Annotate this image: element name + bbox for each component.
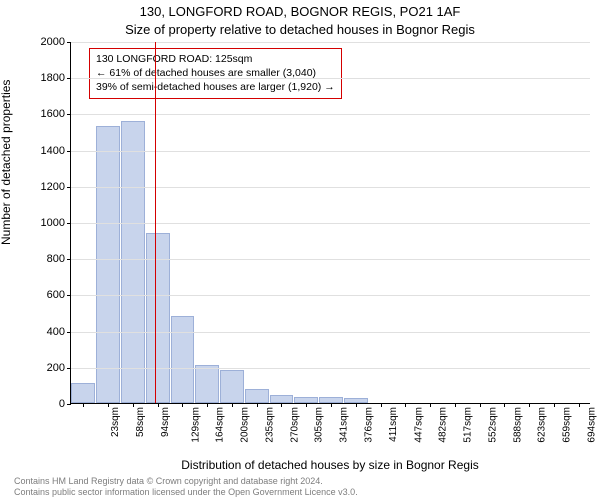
- xtick-mark: [529, 403, 530, 407]
- xtick-label: 482sqm: [438, 407, 449, 443]
- annotation-box: 130 LONGFORD ROAD: 125sqm ← 61% of detac…: [89, 48, 342, 99]
- xtick-label: 623sqm: [537, 407, 548, 443]
- xtick-label: 129sqm: [190, 407, 201, 443]
- xtick-label: 200sqm: [240, 407, 251, 443]
- histogram-bar: [245, 389, 269, 403]
- plot-area: 130 LONGFORD ROAD: 125sqm ← 61% of detac…: [70, 42, 590, 404]
- histogram-bar: [121, 121, 145, 403]
- footer-line-2: Contains public sector information licen…: [14, 487, 358, 497]
- xtick-mark: [356, 403, 357, 407]
- xtick-mark: [207, 403, 208, 407]
- xtick-label: 376sqm: [364, 407, 375, 443]
- xtick-mark: [83, 403, 84, 407]
- ytick-label: 2000: [41, 36, 65, 48]
- xtick-mark: [133, 403, 134, 407]
- ytick-mark: [67, 42, 71, 43]
- xtick-mark: [232, 403, 233, 407]
- histogram-bar: [96, 126, 120, 403]
- xtick-mark: [257, 403, 258, 407]
- histogram-bar: [195, 365, 219, 403]
- ytick-mark: [67, 151, 71, 152]
- ytick-mark: [67, 78, 71, 79]
- x-axis-label: Distribution of detached houses by size …: [70, 458, 590, 472]
- footer-line-1: Contains HM Land Registry data © Crown c…: [14, 476, 323, 486]
- chart-title-main: 130, LONGFORD ROAD, BOGNOR REGIS, PO21 1…: [0, 4, 600, 19]
- y-axis-label: Number of detached properties: [0, 80, 13, 245]
- xtick-mark: [158, 403, 159, 407]
- gridline: [71, 151, 590, 152]
- annotation-line-1: 130 LONGFORD ROAD: 125sqm: [96, 52, 335, 66]
- histogram-bar: [220, 370, 244, 403]
- gridline: [71, 332, 590, 333]
- xtick-mark: [405, 403, 406, 407]
- xtick-label: 588sqm: [512, 407, 523, 443]
- annotation-line-3: 39% of semi-detached houses are larger (…: [96, 80, 335, 94]
- gridline: [71, 42, 590, 43]
- histogram-bar: [270, 395, 294, 403]
- ytick-label: 200: [47, 362, 65, 374]
- xtick-label: 58sqm: [135, 407, 146, 437]
- xtick-mark: [430, 403, 431, 407]
- xtick-label: 235sqm: [265, 407, 276, 443]
- xtick-label: 411sqm: [388, 407, 399, 442]
- xtick-label: 659sqm: [562, 407, 573, 443]
- gridline: [71, 259, 590, 260]
- histogram-bar: [71, 383, 95, 403]
- ytick-label: 600: [47, 289, 65, 301]
- histogram-bar: [171, 316, 195, 403]
- gridline: [71, 187, 590, 188]
- xtick-mark: [455, 403, 456, 407]
- xtick-mark: [108, 403, 109, 407]
- ytick-label: 1400: [41, 145, 65, 157]
- ytick-label: 1600: [41, 108, 65, 120]
- ytick-mark: [67, 295, 71, 296]
- xtick-mark: [381, 403, 382, 407]
- property-marker-line: [155, 42, 156, 403]
- xtick-mark: [281, 403, 282, 407]
- xtick-mark: [182, 403, 183, 407]
- xtick-mark: [504, 403, 505, 407]
- ytick-mark: [67, 223, 71, 224]
- xtick-mark: [480, 403, 481, 407]
- ytick-label: 1800: [41, 72, 65, 84]
- xtick-label: 694sqm: [586, 407, 597, 443]
- ytick-mark: [67, 259, 71, 260]
- ytick-mark: [67, 332, 71, 333]
- xtick-label: 517sqm: [463, 407, 474, 443]
- xtick-label: 341sqm: [339, 407, 350, 443]
- xtick-label: 305sqm: [314, 407, 325, 443]
- gridline: [71, 368, 590, 369]
- ytick-label: 800: [47, 253, 65, 265]
- xtick-mark: [306, 403, 307, 407]
- ytick-label: 1000: [41, 217, 65, 229]
- gridline: [71, 78, 590, 79]
- ytick-mark: [67, 404, 71, 405]
- ytick-label: 400: [47, 326, 65, 338]
- xtick-label: 23sqm: [110, 407, 121, 437]
- ytick-mark: [67, 368, 71, 369]
- xtick-label: 164sqm: [215, 407, 226, 443]
- ytick-label: 1200: [41, 181, 65, 193]
- xtick-mark: [331, 403, 332, 407]
- gridline: [71, 114, 590, 115]
- xtick-mark: [579, 403, 580, 407]
- xtick-label: 552sqm: [487, 407, 498, 443]
- property-size-histogram: 130, LONGFORD ROAD, BOGNOR REGIS, PO21 1…: [0, 0, 600, 500]
- xtick-label: 447sqm: [413, 407, 424, 443]
- gridline: [71, 223, 590, 224]
- xtick-label: 94sqm: [160, 407, 171, 437]
- ytick-mark: [67, 114, 71, 115]
- ytick-mark: [67, 187, 71, 188]
- ytick-label: 0: [59, 398, 65, 410]
- gridline: [71, 295, 590, 296]
- chart-title-sub: Size of property relative to detached ho…: [0, 22, 600, 37]
- xtick-mark: [554, 403, 555, 407]
- xtick-label: 270sqm: [289, 407, 300, 443]
